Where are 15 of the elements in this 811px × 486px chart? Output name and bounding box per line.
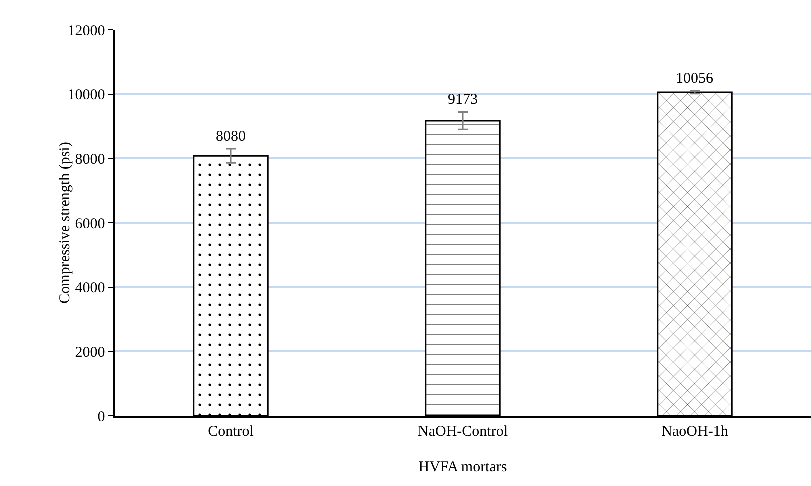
data-label: 10056 [676, 71, 714, 87]
x-tick-label: Control [208, 424, 254, 440]
y-tick-label: 0 [98, 409, 106, 426]
y-tick-label: 4000 [75, 280, 106, 297]
x-tick-label: NaOH-Control [418, 424, 508, 440]
y-tick-label: 12000 [68, 23, 106, 40]
y-tick-label: 10000 [68, 88, 106, 104]
y-tick-label: 8000 [75, 152, 106, 168]
y-tick-label: 6000 [75, 216, 106, 232]
data-label: 9173 [448, 92, 478, 108]
x-axis-title: HVFA mortars [418, 460, 508, 476]
data-label: 8080 [216, 129, 246, 145]
y-tick-label: 2000 [75, 344, 106, 361]
x-tick-label: NaoOH-1h [662, 424, 729, 440]
y-axis-title: Compressive strength (psi) [57, 142, 74, 304]
